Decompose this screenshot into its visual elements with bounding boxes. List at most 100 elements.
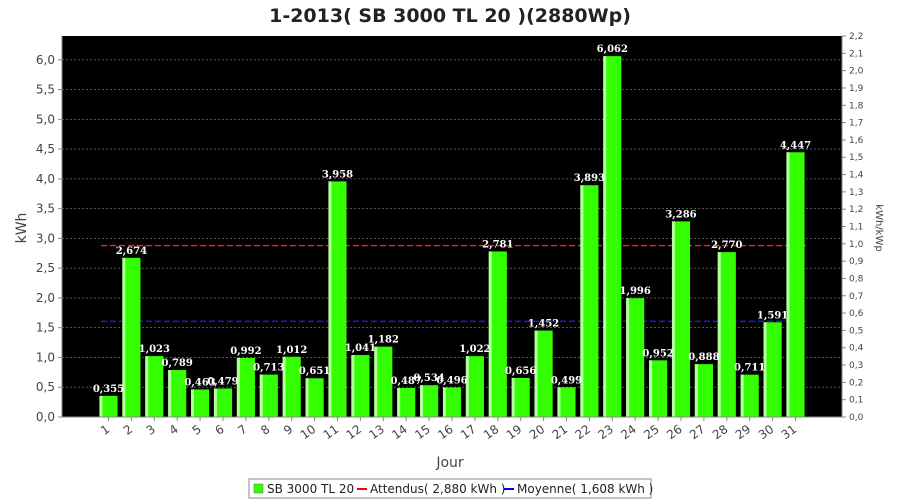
bar: [534, 330, 553, 417]
data-label: 3,893: [574, 173, 605, 184]
bar-highlight: [717, 252, 721, 417]
bar: [168, 370, 187, 417]
legend-label: Attendus( 2,880 kWh ): [370, 482, 505, 496]
x-tick-label: 15: [412, 422, 433, 442]
data-label: 1,012: [276, 345, 307, 356]
data-label: 1,452: [528, 319, 559, 330]
bar-highlight: [213, 388, 217, 417]
y2-tick-label: 0,3: [849, 361, 863, 371]
bar-highlight: [145, 356, 149, 417]
y2-tick-label: 0,4: [849, 344, 864, 354]
bar: [763, 322, 782, 417]
data-label: 0,888: [688, 352, 719, 363]
x-tick-label: 2: [121, 422, 135, 438]
data-label: 1,023: [139, 344, 170, 355]
x-tick-label: 27: [687, 422, 708, 442]
y2-tick-label: 1,0: [849, 240, 864, 250]
y2-tick-label: 1,6: [849, 136, 864, 146]
bar-highlight: [671, 221, 675, 417]
bar: [374, 346, 393, 417]
bar-highlight: [236, 357, 240, 417]
y2-tick-label: 1,8: [849, 101, 864, 111]
bar: [649, 360, 668, 417]
bar: [671, 221, 691, 417]
y2-tick-label: 2,0: [849, 67, 864, 77]
bar: [191, 389, 210, 417]
legend-label: SB 3000 TL 20: [267, 482, 354, 496]
bar-highlight: [557, 387, 561, 417]
bar-highlight: [259, 374, 263, 417]
y2-tick-label: 0,9: [849, 257, 864, 267]
data-label: 0,713: [253, 363, 284, 374]
bar: [420, 385, 439, 417]
bar-highlight: [191, 389, 195, 417]
y-tick-label: 0,0: [36, 410, 55, 424]
bar: [717, 252, 736, 417]
data-label: 0,355: [93, 384, 124, 395]
y2-tick-label: 1,4: [849, 171, 864, 181]
bar: [603, 56, 622, 418]
y2-tick-label: 0,8: [849, 274, 864, 284]
y-tick-label: 1,0: [36, 350, 55, 364]
bar-highlight: [511, 377, 515, 417]
legend-box: [248, 478, 652, 499]
x-tick-label: 18: [481, 422, 502, 442]
x-tick-label: 4: [167, 422, 181, 438]
bar-highlight: [282, 356, 286, 417]
data-label: 0,952: [642, 348, 673, 359]
data-label: 1,182: [368, 335, 399, 346]
y-tick-label: 4,0: [36, 172, 55, 186]
data-label: 0,499: [551, 375, 582, 386]
x-tick-label: 1: [98, 422, 112, 438]
y-tick-label: 2,5: [36, 261, 55, 275]
y2-tick-label: 1,5: [849, 153, 863, 163]
x-tick-label: 31: [779, 422, 800, 442]
data-label: 0,656: [505, 366, 536, 377]
bar-highlight: [305, 378, 309, 417]
bar: [465, 356, 484, 417]
x-tick-label: 5: [190, 422, 204, 438]
x-tick-label: 6: [212, 422, 226, 438]
y2-tick-label: 2,1: [849, 49, 863, 59]
x-tick-label: 17: [458, 422, 479, 442]
legend-swatch: [253, 483, 264, 494]
data-label: 1,591: [757, 310, 788, 321]
x-tick-label: 8: [258, 422, 272, 438]
bar: [557, 387, 576, 417]
bar-highlight: [603, 56, 607, 418]
y2-tick-label: 0,1: [849, 396, 863, 406]
x-tick-label: 9: [281, 422, 295, 438]
x-tick-label: 22: [573, 422, 594, 442]
x-tick-label: 10: [298, 422, 319, 442]
bars: [99, 56, 805, 418]
data-label: 3,286: [665, 209, 696, 220]
bar-highlight: [351, 355, 355, 417]
y2-tick-label: 1,9: [849, 84, 864, 94]
bar-highlight: [122, 257, 126, 417]
x-tick-label: 23: [595, 422, 616, 442]
bar-highlight: [397, 388, 401, 417]
legend-label: Moyenne( 1,608 kWh ): [517, 482, 653, 496]
x-tick-label: 16: [435, 422, 456, 442]
bar: [442, 387, 462, 417]
y2-tick-label: 1,2: [849, 205, 863, 215]
bar: [282, 356, 301, 417]
bar: [626, 298, 645, 417]
y2-tick-label: 0,7: [849, 292, 863, 302]
y2-tick-label: 0,5: [849, 326, 863, 336]
data-label: 1,996: [620, 286, 651, 297]
y-tick-label: 5,5: [36, 83, 55, 97]
bar-highlight: [99, 395, 103, 417]
bar: [145, 356, 164, 417]
bar-highlight: [488, 251, 492, 417]
data-label: 1,022: [459, 344, 490, 355]
y-tick-label: 5,0: [36, 112, 55, 126]
bar: [122, 257, 141, 417]
bar-highlight: [442, 387, 446, 417]
bar-highlight: [534, 330, 538, 417]
data-label: 6,062: [597, 44, 628, 55]
data-label: 0,479: [207, 376, 238, 387]
bar-highlight: [649, 360, 653, 417]
data-label: 0,496: [436, 375, 467, 386]
